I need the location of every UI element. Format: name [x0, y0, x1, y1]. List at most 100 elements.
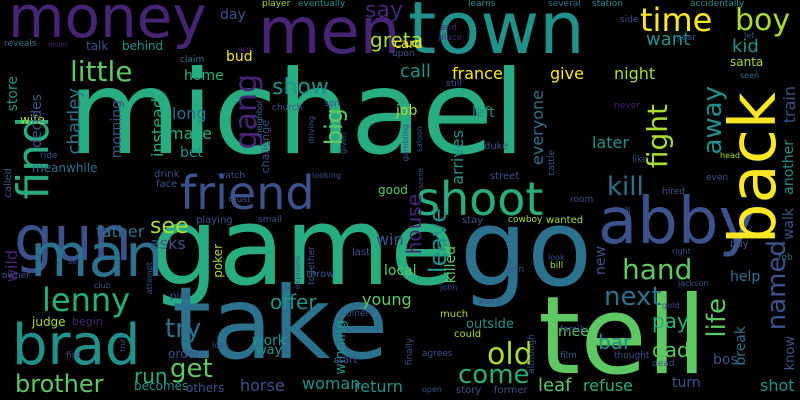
- word-upon: upon: [392, 49, 415, 59]
- word-offer: offer: [270, 290, 317, 314]
- word-last: last: [352, 247, 371, 258]
- word-several: several: [548, 0, 581, 9]
- word-jackson: jackson: [678, 279, 709, 288]
- word-still: still: [446, 79, 462, 89]
- word-left: left: [472, 105, 495, 121]
- word-wife: wife: [20, 113, 45, 127]
- word-go: go: [460, 187, 593, 310]
- word-break: break: [733, 326, 749, 366]
- word-church: church: [272, 103, 303, 113]
- word-small: small: [258, 215, 282, 225]
- word-brad: brad: [12, 313, 141, 378]
- word-bos: bos: [713, 352, 738, 368]
- word-given: given: [339, 132, 348, 155]
- word-called: called: [3, 168, 14, 198]
- word-know: know: [783, 336, 798, 371]
- word-end: end: [440, 23, 457, 33]
- word-santa: santa: [730, 55, 764, 69]
- word-leaf: leaf: [538, 375, 572, 396]
- word-eventually: eventually: [298, 0, 346, 9]
- word-room: room: [570, 195, 594, 205]
- word-away: away: [698, 86, 728, 155]
- word-decides: decides: [29, 94, 45, 148]
- word-playing: playing: [196, 215, 233, 226]
- word-poker: poker: [211, 244, 225, 278]
- word-ride: ride: [40, 151, 58, 161]
- word-get: get: [170, 354, 213, 384]
- word-set: set: [68, 257, 81, 266]
- word-boy: boy: [735, 3, 791, 38]
- word-place: place: [438, 33, 463, 43]
- word-job: job: [396, 103, 418, 119]
- word-looking: looking: [312, 171, 342, 180]
- word-town: town: [408, 0, 585, 70]
- word-others: others: [186, 381, 225, 395]
- word-take: take: [172, 265, 389, 382]
- word-former: former: [494, 385, 528, 396]
- word-local: local: [384, 263, 417, 279]
- word-hired: hired: [662, 187, 685, 197]
- word-life: life: [702, 298, 732, 338]
- word-back: back: [717, 92, 791, 245]
- word-watch: watch: [218, 171, 246, 181]
- word-see: see: [150, 214, 189, 239]
- word-finally: finally: [405, 338, 415, 366]
- word-even: even: [706, 173, 729, 183]
- word-john: john: [440, 283, 458, 292]
- word-begin: begin: [72, 315, 103, 328]
- word-house: house: [402, 194, 426, 255]
- word-refuse: refuse: [583, 376, 634, 395]
- word-owner: owner: [2, 271, 30, 281]
- word-train: train: [780, 86, 799, 124]
- word-gun: gun: [14, 202, 132, 275]
- word-cowboy: cowboy: [508, 215, 543, 225]
- word-look: look: [548, 253, 565, 262]
- word-gambling: gambling: [401, 124, 410, 162]
- word-lenny: lenny: [42, 281, 131, 319]
- word-dead: dead: [652, 359, 675, 369]
- word-men: men: [258, 0, 401, 69]
- word-work: work: [252, 333, 286, 349]
- word-open: open: [422, 385, 442, 394]
- word-judge: judge: [32, 315, 66, 329]
- word-day: day: [220, 7, 246, 23]
- word-michael: michael: [68, 46, 526, 181]
- word-meet: meet: [558, 324, 595, 340]
- word-side: side: [620, 15, 639, 25]
- word-old: old: [487, 337, 533, 372]
- word-tell: tell: [538, 274, 707, 399]
- word-must: must: [228, 195, 251, 205]
- word-becomes: becomes: [134, 379, 189, 393]
- word-money: money: [8, 0, 207, 51]
- word-seen: seen: [740, 71, 760, 80]
- word-player: player: [262, 0, 291, 9]
- word-new: new: [593, 246, 609, 275]
- word-driving: driving: [307, 116, 316, 144]
- word-everyone: everyone: [528, 90, 547, 165]
- word-outside: outside: [466, 317, 514, 332]
- word-challenge: challenge: [259, 120, 272, 174]
- word-agrees: agrees: [422, 349, 453, 359]
- word-want: want: [646, 29, 691, 50]
- word-brother: brother: [15, 370, 104, 398]
- word-man: man: [30, 221, 164, 291]
- word-shoot: shoot: [416, 172, 544, 226]
- word-friend: friend: [180, 166, 315, 220]
- word-drink: drink: [154, 169, 180, 180]
- word-morning: morning: [109, 100, 125, 159]
- word-store: store: [5, 76, 21, 112]
- word-stay: stay: [462, 215, 484, 226]
- word-say: say: [365, 0, 403, 23]
- word-try: try: [165, 314, 202, 344]
- word-next: next: [604, 282, 662, 312]
- word-street: street: [490, 171, 520, 182]
- word-year: year: [676, 33, 697, 43]
- word-station: station: [592, 0, 623, 9]
- word-dad: dad: [652, 338, 690, 362]
- word-explains: explains: [293, 256, 302, 290]
- word-good: good: [378, 183, 408, 197]
- word-greta: greta: [370, 28, 423, 52]
- word-home: home: [184, 68, 224, 84]
- word-pick: pick: [170, 291, 191, 302]
- word-miller: miller: [48, 41, 68, 49]
